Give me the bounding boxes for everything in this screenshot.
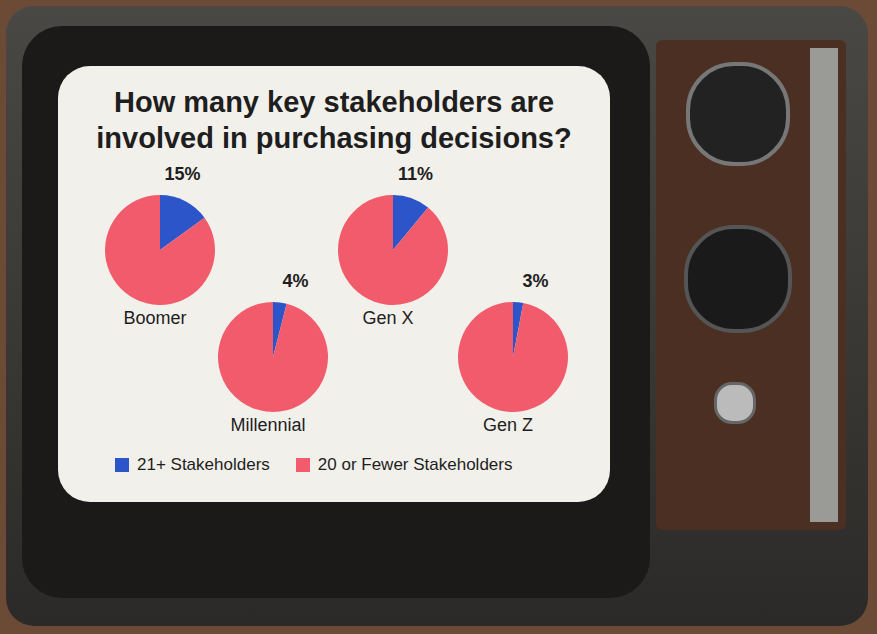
html-text:Millennial: Millennial <box>230 415 306 435</box>
html-text:Boomer: Boomer <box>123 308 187 328</box>
html-text:Gen Z: Gen Z <box>483 415 533 435</box>
svg-text:3%: 3% <box>522 271 548 291</box>
svg-text:15%: 15% <box>164 164 200 184</box>
html-text:Gen X: Gen X <box>362 308 414 328</box>
svg-text:4%: 4% <box>282 271 308 291</box>
html-text:20 or Fewer Stakeholders: 20 or Fewer Stakeholders <box>317 455 513 474</box>
html-text:21+ Stakeholders: 21+ Stakeholders <box>137 455 270 474</box>
svg-text:11%: 11% <box>398 164 433 184</box>
html-text:How many key stakeholders are: How many key stakeholders are involved i… <box>96 86 572 154</box>
